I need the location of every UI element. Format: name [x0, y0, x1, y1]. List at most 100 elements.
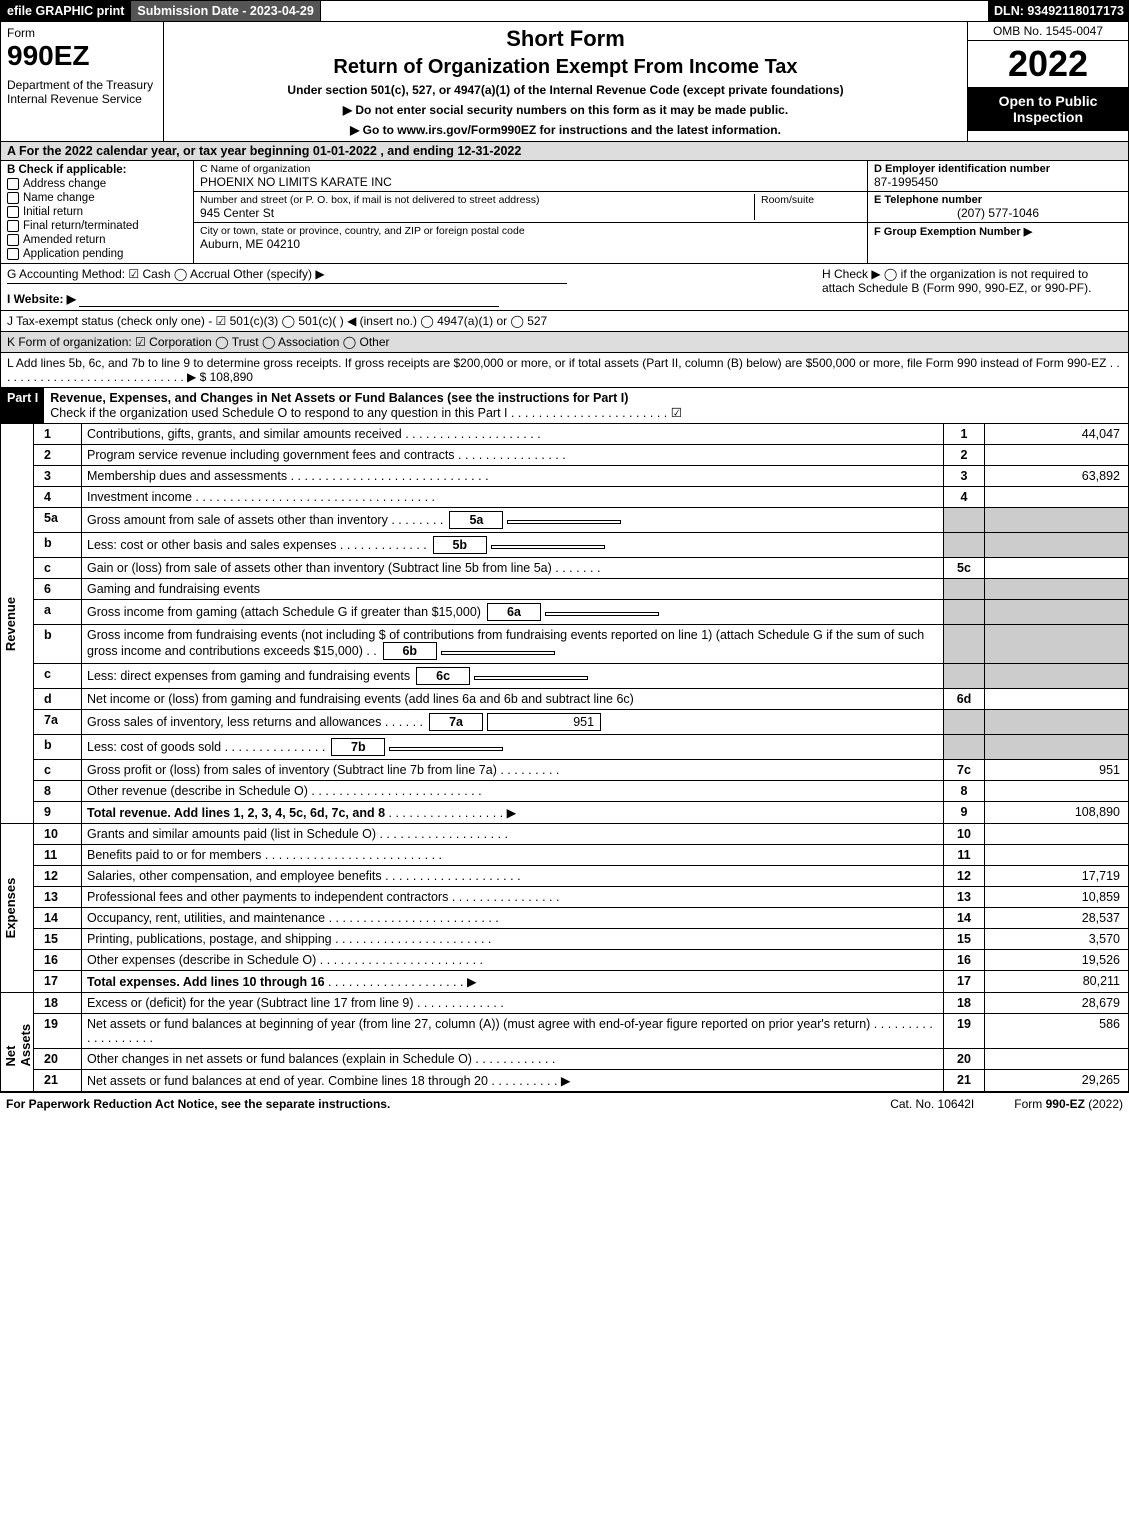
line-ref: 8 — [944, 781, 985, 802]
chk-initial-return-label: Initial return — [23, 206, 83, 218]
line-amt-grey — [985, 710, 1129, 735]
line-ref: 7c — [944, 760, 985, 781]
line-amt-grey — [985, 600, 1129, 625]
line-desc: Total revenue. Add lines 1, 2, 3, 4, 5c,… — [82, 802, 944, 824]
ein-label: D Employer identification number — [874, 163, 1122, 175]
chk-initial-return[interactable]: Initial return — [7, 206, 187, 218]
line-num: b — [34, 735, 82, 760]
chk-application-pending[interactable]: Application pending — [7, 248, 187, 260]
table-row: b Gross income from fundraising events (… — [1, 625, 1129, 664]
chk-name-change[interactable]: Name change — [7, 192, 187, 204]
section-d-e-f: D Employer identification number 87-1995… — [867, 161, 1128, 263]
line-num: 7a — [34, 710, 82, 735]
footer-cat-no: Cat. No. 10642I — [890, 1097, 974, 1111]
line-ref: 10 — [944, 824, 985, 845]
line-desc: Gross sales of inventory, less returns a… — [82, 710, 944, 735]
line-ref: 16 — [944, 950, 985, 971]
line-num: 11 — [34, 845, 82, 866]
chk-amended-return[interactable]: Amended return — [7, 234, 187, 246]
table-row: 8 Other revenue (describe in Schedule O)… — [1, 781, 1129, 802]
table-row: c Gross profit or (loss) from sales of i… — [1, 760, 1129, 781]
line-amt: 951 — [985, 760, 1129, 781]
line-l-gross-receipts: L Add lines 5b, 6c, and 7b to line 9 to … — [7, 356, 1122, 384]
chk-address-change[interactable]: Address change — [7, 178, 187, 190]
line-desc: Less: direct expenses from gaming and fu… — [82, 664, 944, 689]
line-num: b — [34, 625, 82, 664]
table-row: 11 Benefits paid to or for members . . .… — [1, 845, 1129, 866]
street-label: Number and street (or P. O. box, if mail… — [200, 194, 754, 206]
line-desc: Program service revenue including govern… — [82, 445, 944, 466]
line-amt: 586 — [985, 1014, 1129, 1049]
line-desc: Excess or (deficit) for the year (Subtra… — [82, 993, 944, 1014]
line-h-schedule-b: H Check ▶ ◯ if the organization is not r… — [822, 267, 1122, 307]
efile-label[interactable]: efile GRAPHIC print — [1, 1, 131, 21]
line-desc: Gross amount from sale of assets other t… — [82, 508, 944, 533]
line-ref-grey — [944, 710, 985, 735]
table-row: b Less: cost of goods sold . . . . . . .… — [1, 735, 1129, 760]
line-num: 13 — [34, 887, 82, 908]
line-a-tax-year: A For the 2022 calendar year, or tax yea… — [0, 142, 1129, 161]
line-ref: 1 — [944, 424, 985, 445]
line-ref: 18 — [944, 993, 985, 1014]
line-num: 4 — [34, 487, 82, 508]
table-row: c Gain or (loss) from sale of assets oth… — [1, 558, 1129, 579]
line-num: c — [34, 664, 82, 689]
line-k-org-form: K Form of organization: ☑ Corporation ◯ … — [7, 335, 390, 349]
footer-form-ref: Form 990-EZ (2022) — [1014, 1097, 1123, 1111]
street-value: 945 Center St — [200, 206, 754, 220]
line-desc: Professional fees and other payments to … — [82, 887, 944, 908]
table-row: c Less: direct expenses from gaming and … — [1, 664, 1129, 689]
line-amt — [985, 689, 1129, 710]
netassets-side-label: Net Assets — [1, 993, 34, 1092]
chk-final-return[interactable]: Final return/terminated — [7, 220, 187, 232]
expenses-side-label: Expenses — [1, 824, 34, 993]
line-k-block: K Form of organization: ☑ Corporation ◯ … — [0, 332, 1129, 353]
inline-amt — [545, 612, 659, 616]
line-desc: Other changes in net assets or fund bala… — [82, 1049, 944, 1070]
line-num: 18 — [34, 993, 82, 1014]
line-amt-grey — [985, 664, 1129, 689]
revenue-side-label: Revenue — [1, 424, 34, 824]
chk-name-change-label: Name change — [23, 192, 95, 204]
line-desc: Less: cost or other basis and sales expe… — [82, 533, 944, 558]
line-ref: 21 — [944, 1070, 985, 1092]
line-num: 1 — [34, 424, 82, 445]
org-name: PHOENIX NO LIMITS KARATE INC — [200, 175, 861, 189]
line-num: d — [34, 689, 82, 710]
city-label: City or town, state or province, country… — [200, 225, 861, 237]
group-exemption-label: F Group Exemption Number ▶ — [874, 225, 1122, 238]
line-desc: Occupancy, rent, utilities, and maintena… — [82, 908, 944, 929]
chk-address-change-label: Address change — [23, 178, 106, 190]
line-amt: 28,679 — [985, 993, 1129, 1014]
line-num: 8 — [34, 781, 82, 802]
line-amt — [985, 487, 1129, 508]
line-amt — [985, 781, 1129, 802]
line-ref: 11 — [944, 845, 985, 866]
omb-number: OMB No. 1545-0047 — [968, 22, 1128, 41]
line-amt: 3,570 — [985, 929, 1129, 950]
table-row: 5a Gross amount from sale of assets othe… — [1, 508, 1129, 533]
line-amt — [985, 558, 1129, 579]
inline-ref: 6b — [383, 642, 437, 660]
website-note[interactable]: ▶ Go to www.irs.gov/Form990EZ for instru… — [170, 123, 961, 137]
line-ref-grey — [944, 533, 985, 558]
line-amt — [985, 1049, 1129, 1070]
line-desc: Net assets or fund balances at end of ye… — [82, 1070, 944, 1092]
line-i-website: I Website: ▶ — [7, 292, 76, 306]
line-desc: Gain or (loss) from sale of assets other… — [82, 558, 944, 579]
inline-ref: 7b — [331, 738, 385, 756]
part-1-title-text: Revenue, Expenses, and Changes in Net As… — [50, 391, 628, 405]
table-row: 3 Membership dues and assessments . . . … — [1, 466, 1129, 487]
org-info-block: B Check if applicable: Address change Na… — [0, 161, 1129, 264]
part-1-tag: Part I — [1, 388, 44, 423]
line-amt — [985, 824, 1129, 845]
table-row: 12 Salaries, other compensation, and emp… — [1, 866, 1129, 887]
line-j-status: J Tax-exempt status (check only one) - ☑… — [7, 314, 547, 328]
chk-amended-return-label: Amended return — [23, 234, 105, 246]
line-num: 19 — [34, 1014, 82, 1049]
line-amt — [985, 445, 1129, 466]
table-row: 14 Occupancy, rent, utilities, and maint… — [1, 908, 1129, 929]
line-ref-grey — [944, 664, 985, 689]
inline-ref: 5a — [449, 511, 503, 529]
line-amt: 44,047 — [985, 424, 1129, 445]
